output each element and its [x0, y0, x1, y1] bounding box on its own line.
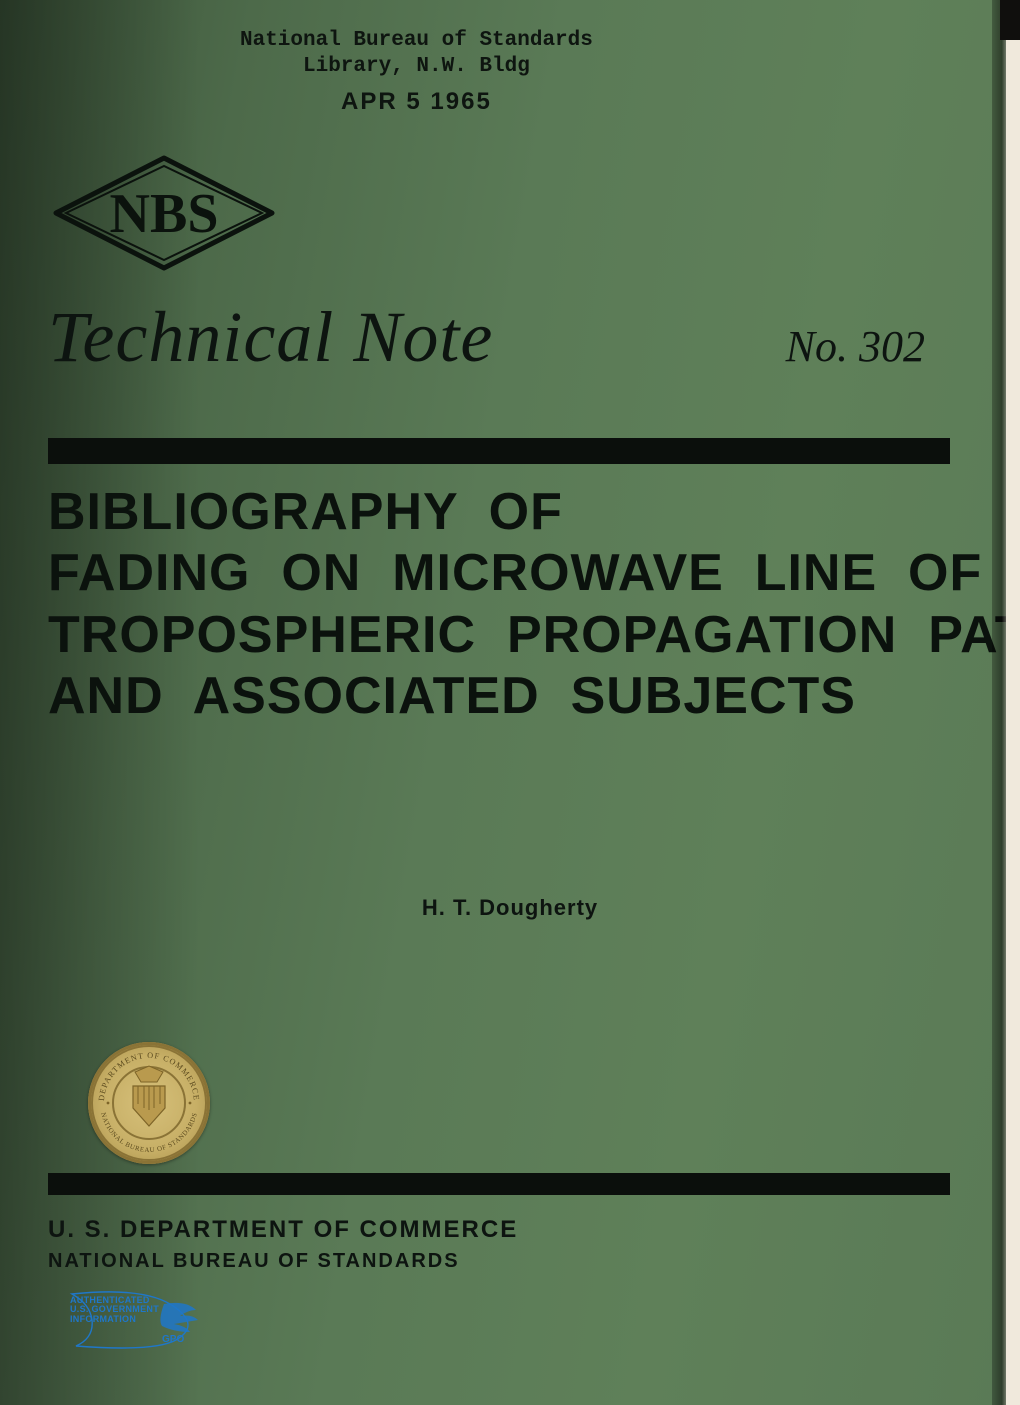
scan-edge-paper [1006, 0, 1020, 1405]
rule-top [48, 438, 950, 464]
document-cover: National Bureau of Standards Library, N.… [0, 0, 1020, 1405]
author: H. T. Dougherty [0, 895, 1020, 921]
nbs-logo: NBS [48, 152, 280, 274]
stamp-line1: National Bureau of Standards [240, 28, 593, 54]
rule-bottom [48, 1173, 950, 1195]
commerce-seal-icon: DEPARTMENT OF COMMERCE NATIONAL BUREAU O… [88, 1042, 210, 1164]
nbs-logo-text: NBS [110, 183, 219, 245]
publisher-line1: U. S. DEPARTMENT OF COMMERCE [48, 1216, 518, 1244]
publisher-line2: NATIONAL BUREAU OF STANDARDS [48, 1250, 518, 1273]
publisher-block: U. S. DEPARTMENT OF COMMERCE NATIONAL BU… [48, 1216, 518, 1273]
svg-text:GPO: GPO [162, 1334, 184, 1345]
title-line: BIBLIOGRAPHY OF [48, 482, 950, 543]
library-stamp: National Bureau of Standards Library, N.… [240, 28, 593, 117]
series-line: Technical Note No. 302 [48, 296, 925, 379]
series-number: No. 302 [786, 321, 925, 372]
stamp-date: APR 5 1965 [240, 87, 593, 117]
title-line: AND ASSOCIATED SUBJECTS [48, 666, 950, 727]
stamp-line2: Library, N.W. Bldg [240, 54, 593, 80]
title-line: TROPOSPHERIC PROPAGATION PATHS [48, 605, 950, 666]
series-title: Technical Note [48, 296, 493, 379]
title-line: FADING ON MICROWAVE LINE OF SIGHT [48, 543, 950, 604]
gpo-line3: INFORMATION [70, 1315, 159, 1324]
gpo-authenticated-stamp: GPO AUTHENTICATED U.S. GOVERNMENT INFORM… [68, 1290, 228, 1352]
scan-edge-tab [1000, 0, 1020, 40]
document-title: BIBLIOGRAPHY OF FADING ON MICROWAVE LINE… [48, 482, 950, 727]
